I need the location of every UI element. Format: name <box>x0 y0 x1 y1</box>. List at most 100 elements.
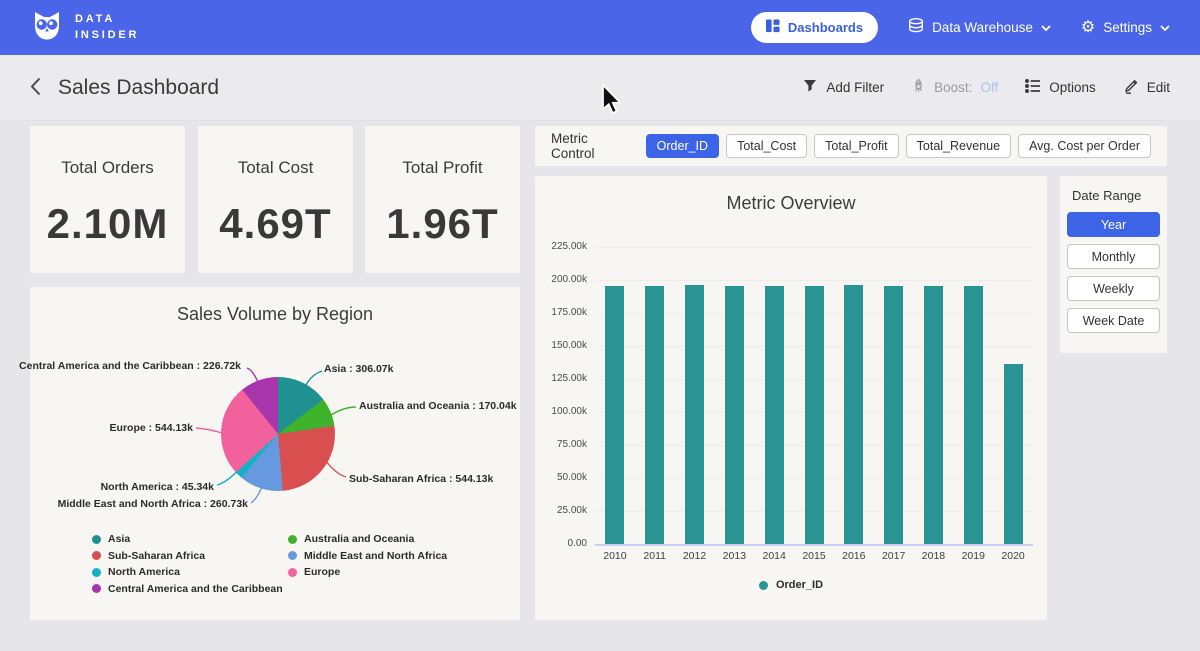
boost-label: Boost: <box>934 80 973 95</box>
bar-2014[interactable] <box>764 285 784 544</box>
dashboards-label: Dashboards <box>787 20 864 35</box>
header-actions: Add Filter Boost: Off Options <box>802 78 1170 97</box>
x-axis-tick: 2015 <box>802 550 826 562</box>
y-axis-tick: 75.00k <box>556 439 587 450</box>
pie-callout-middle-east-north-africa: Middle East and North Africa : 260.73k <box>57 498 248 510</box>
legend-item-europe[interactable]: Europe <box>288 564 447 581</box>
pie-callout-central-america: Central America and the Caribbean : 226.… <box>19 360 241 372</box>
legend-item-asia[interactable]: Asia <box>92 531 288 548</box>
metric-button-avg-cost-per-order[interactable]: Avg. Cost per Order <box>1018 134 1151 158</box>
bar-legend[interactable]: Order_ID <box>535 579 1047 591</box>
legend-dot <box>758 580 768 590</box>
add-filter-button[interactable]: Add Filter <box>802 78 884 97</box>
y-axis-tick: 175.00k <box>551 307 587 318</box>
page-header: Sales Dashboard Add Filter Boost: Off <box>0 55 1200 121</box>
chevron-down-icon <box>1041 20 1051 35</box>
bar-2012[interactable] <box>685 284 705 544</box>
chevron-down-icon <box>1160 20 1170 35</box>
legend-label: Central America and the Caribbean <box>108 582 283 595</box>
bars-container <box>595 247 1033 544</box>
x-axis-tick: 2016 <box>842 550 866 562</box>
y-axis-tick: 225.00k <box>551 241 587 252</box>
x-axis-tick: 2011 <box>643 550 667 562</box>
bar-2019[interactable] <box>963 285 983 544</box>
gear-icon: ⚙ <box>1080 18 1096 36</box>
pie-callout-asia: Asia : 306.07k <box>324 363 394 375</box>
legend-dot <box>92 534 101 544</box>
metric-button-total-revenue[interactable]: Total_Revenue <box>905 134 1012 158</box>
date-range-label: Date Range <box>1072 188 1142 203</box>
bar-2011[interactable] <box>645 285 665 544</box>
legend-item-sub-saharan-africa[interactable]: Sub-Saharan Africa <box>92 548 288 565</box>
pie-chart[interactable] <box>221 377 335 491</box>
metric-control-label: Metric Control <box>551 131 595 161</box>
x-axis-tick: 2019 <box>961 550 985 562</box>
settings-menu[interactable]: ⚙ Settings <box>1080 18 1170 36</box>
owl-logo-icon <box>30 8 64 47</box>
x-axis-tick: 2010 <box>603 550 627 562</box>
y-axis-tick: 25.00k <box>556 505 587 516</box>
bar-2013[interactable] <box>724 286 744 544</box>
bar-2010[interactable] <box>605 285 625 544</box>
kpi-value: 4.69T <box>219 200 332 247</box>
y-axis-tick: 150.00k <box>551 340 587 351</box>
navbar-menu: Dashboards Data Warehouse ⚙ Settings <box>750 12 1170 43</box>
date-range-button-week-date[interactable]: Week Date <box>1067 308 1160 333</box>
metric-button-order-id[interactable]: Order_ID <box>645 134 720 158</box>
metric-button-total-cost[interactable]: Total_Cost <box>726 134 808 158</box>
dashboard-grid-icon <box>765 19 780 36</box>
y-axis-tick: 0.00 <box>567 538 587 549</box>
edit-button[interactable]: Edit <box>1123 78 1170 97</box>
legend-dot <box>288 534 297 544</box>
data-warehouse-menu[interactable]: Data Warehouse <box>908 18 1051 37</box>
bar-2020[interactable] <box>1003 364 1023 544</box>
funnel-icon <box>802 78 818 97</box>
bar-2017[interactable] <box>884 285 904 544</box>
pie-callout-north-america: North America : 45.34k <box>100 481 214 493</box>
kpi-value: 1.96T <box>386 200 499 247</box>
date-range-button-weekly[interactable]: Weekly <box>1067 276 1160 301</box>
page-title: Sales Dashboard <box>58 75 220 99</box>
boost-toggle[interactable]: Boost: Off <box>911 78 998 97</box>
x-axis-tick: 2014 <box>762 550 786 562</box>
legend-label: North America <box>108 566 180 579</box>
pie-legend: Asia Sub-Saharan Africa North America Centr… <box>92 531 447 597</box>
pencil-icon <box>1123 78 1139 97</box>
brand-line1: DATA <box>75 12 116 25</box>
add-filter-label: Add Filter <box>826 80 885 95</box>
kpi-value: 2.10M <box>46 200 169 247</box>
legend-dot <box>288 551 297 561</box>
legend-item-middle-east-and-north-africa[interactable]: Middle East and North Africa <box>288 548 447 565</box>
legend-label: Asia <box>108 533 131 546</box>
legend-item-north-america[interactable]: North America <box>92 564 288 581</box>
list-icon <box>1025 78 1041 97</box>
legend-label: Australia and Oceania <box>304 533 415 546</box>
legend-label: Middle East and North Africa <box>304 549 448 562</box>
brand-line2: INSIDER <box>75 28 140 41</box>
y-axis-tick: 125.00k <box>551 373 587 384</box>
legend-dot <box>288 567 297 577</box>
metric-button-total-profit[interactable]: Total_Profit <box>814 134 899 158</box>
brand[interactable]: DATA INSIDER <box>30 8 139 47</box>
legend-item-australia-and-oceania[interactable]: Australia and Oceania <box>288 531 447 548</box>
bar-2015[interactable] <box>804 286 824 544</box>
pie-callout-australia-oceania: Australia and Oceania : 170.04k <box>359 400 517 412</box>
edit-label: Edit <box>1146 80 1170 95</box>
options-button[interactable]: Options <box>1025 78 1096 97</box>
date-range-button-year[interactable]: Year <box>1067 212 1160 237</box>
x-axis-tick: 2012 <box>682 550 707 562</box>
top-navbar: DATA INSIDER Dashboards Da <box>0 0 1200 55</box>
x-axis-tick: 2017 <box>881 550 906 562</box>
kpi-card-total-cost: Total Cost 4.69T <box>198 126 353 273</box>
x-axis-tick: 2020 <box>1001 550 1025 562</box>
back-button[interactable] <box>30 77 42 99</box>
kpi-label: Total Orders <box>61 158 154 177</box>
bar-2016[interactable] <box>844 284 864 544</box>
pie-callout-europe: Europe : 544.13k <box>109 422 193 434</box>
bar-2018[interactable] <box>923 286 943 544</box>
metric-control-bar: Metric Control Order_ID Total_Cost Total_P… <box>535 126 1167 166</box>
y-axis-tick: 100.00k <box>551 406 587 417</box>
date-range-button-monthly[interactable]: Monthly <box>1067 244 1160 269</box>
legend-item-central-america-and-the-caribbean[interactable]: Central America and the Caribbean <box>92 581 288 598</box>
dashboards-button[interactable]: Dashboards <box>750 12 879 43</box>
